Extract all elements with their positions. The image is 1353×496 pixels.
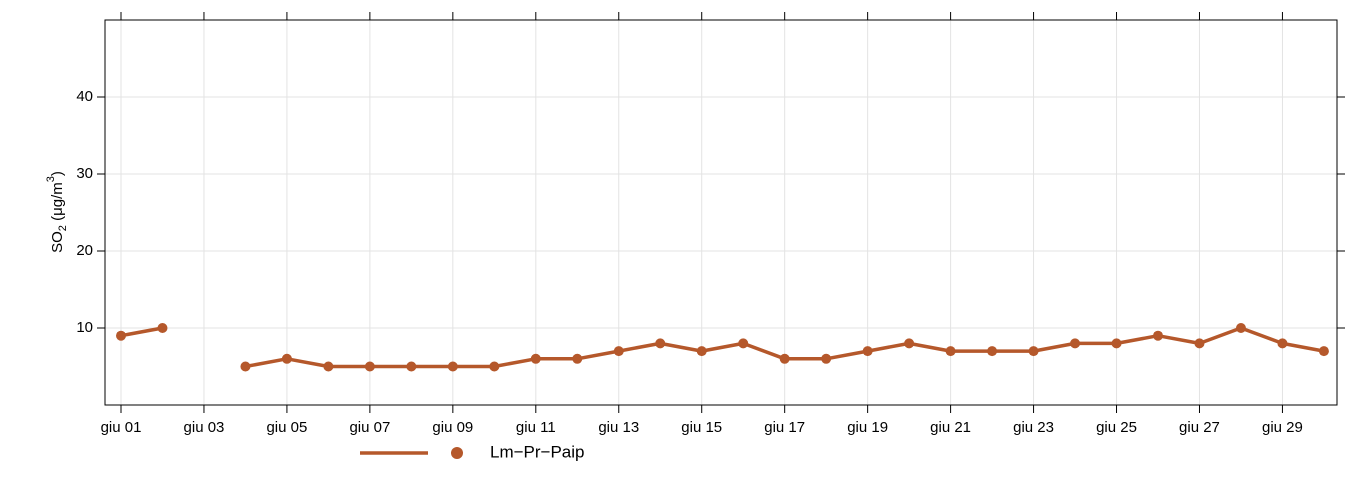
data-point [904, 338, 915, 349]
x-tick-label: giu 23 [1013, 419, 1054, 436]
series-line [120, 326, 163, 338]
data-point [696, 346, 707, 357]
x-tick-label: giu 11 [516, 419, 556, 436]
y-axis-label: SO2 (μg/m3) [45, 171, 69, 253]
x-tick-label: giu 07 [349, 419, 390, 436]
x-tick-label: giu 27 [1179, 419, 1220, 436]
data-point [364, 361, 375, 372]
data-point [116, 330, 126, 341]
data-point [530, 353, 541, 364]
data-point [1028, 346, 1039, 357]
x-tick-label: giu 15 [681, 419, 722, 436]
data-point [572, 353, 583, 364]
y-label-part: 3 [45, 176, 57, 182]
y-tick-label: 40 [76, 88, 93, 105]
data-point [1194, 338, 1205, 349]
data-point [240, 361, 251, 372]
plot-frame [104, 19, 1338, 406]
x-tick-label: giu 13 [598, 419, 639, 436]
data-point [406, 361, 417, 372]
data-point [1111, 338, 1122, 349]
data-point [987, 346, 998, 357]
data-point [945, 346, 956, 357]
legend-label: Lm−Pr−Paip [490, 442, 585, 461]
data-point [447, 361, 458, 372]
y-tick-label: 20 [76, 242, 93, 259]
x-tick-label: giu 29 [1262, 419, 1303, 436]
data-point [1318, 346, 1329, 357]
x-tick-label: giu 21 [930, 419, 971, 436]
legend-marker [451, 447, 463, 459]
data-point [738, 338, 749, 349]
data-point [1277, 338, 1288, 349]
x-tick-label: giu 19 [847, 419, 888, 436]
y-label-part: ) [49, 171, 66, 176]
data-point [281, 353, 292, 364]
y-tick-label: 30 [76, 165, 93, 182]
data-point [157, 323, 168, 333]
y-label-part: SO [49, 231, 66, 253]
x-tick-label: giu 25 [1096, 419, 1137, 436]
x-tick-label: giu 17 [764, 419, 805, 436]
x-tick-label: giu 05 [266, 419, 307, 436]
data-point [1235, 323, 1246, 333]
data-point [489, 361, 500, 372]
y-label-part: 2 [57, 225, 69, 231]
data-point [323, 361, 334, 372]
data-point [779, 353, 790, 364]
data-point [1153, 330, 1163, 341]
x-tick-label: giu 09 [432, 419, 473, 436]
x-tick-label: giu 01 [101, 419, 142, 436]
data-point [613, 346, 624, 357]
data-point [821, 353, 832, 364]
data-point [862, 346, 873, 357]
x-tick-label: giu 03 [184, 419, 225, 436]
y-label-part: (μg/m [49, 182, 66, 225]
y-tick-label: 10 [76, 319, 93, 336]
data-point [655, 338, 666, 349]
data-point [1070, 338, 1081, 349]
